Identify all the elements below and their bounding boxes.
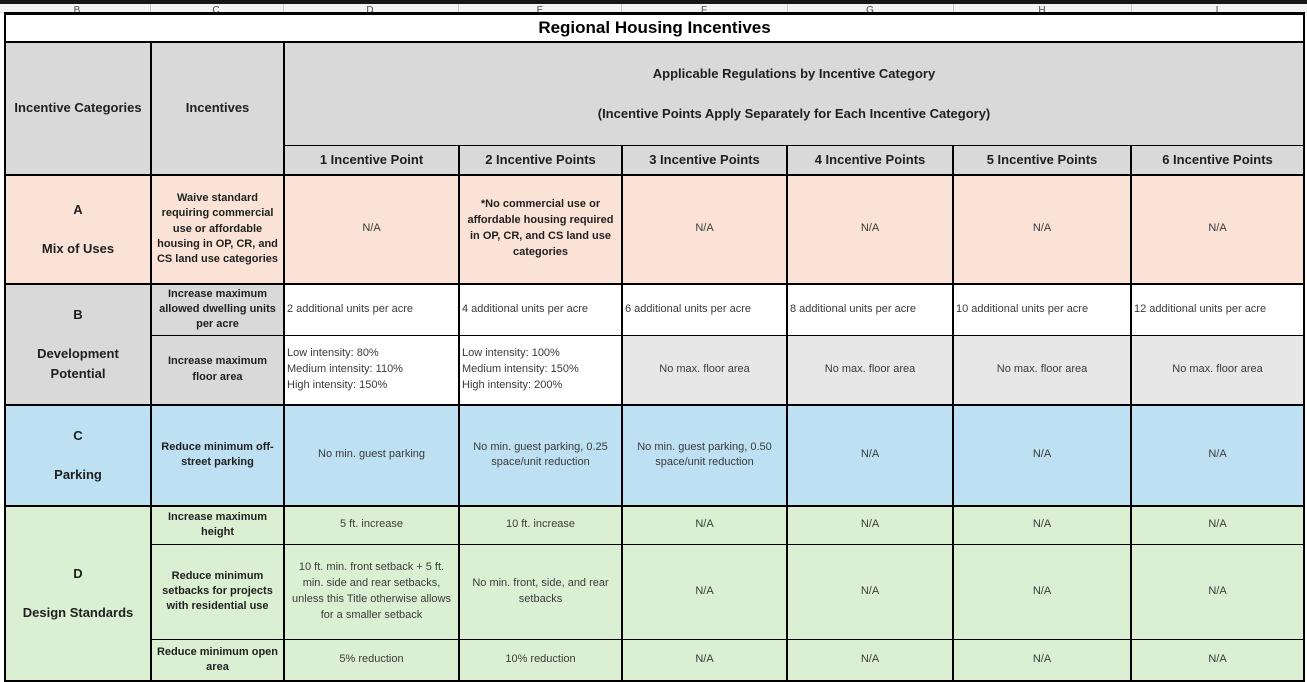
header-5-incentive-points[interactable]: 5 Incentive Points (952, 145, 1132, 176)
cell-b2-2pt[interactable]: Low intensity: 100% Medium intensity: 15… (458, 334, 623, 406)
category-name: Design Standards (22, 605, 134, 621)
cell-d2-3pt[interactable]: N/A (621, 543, 788, 640)
cell-b1-5pt[interactable]: 10 additional units per acre (952, 282, 1132, 336)
column-divider (953, 4, 954, 12)
cell-b2-5pt[interactable]: No max. floor area (952, 334, 1132, 406)
cell-a-6pt[interactable]: N/A (1130, 173, 1305, 285)
incentive-label[interactable]: Increase maximum height (150, 505, 285, 545)
cell-b1-3pt[interactable]: 6 additional units per acre (621, 282, 788, 336)
cell-b1-1pt[interactable]: 2 additional units per acre (283, 282, 460, 336)
category-letter: C (73, 428, 83, 444)
column-divider (621, 4, 622, 12)
sheet-column-letter[interactable]: B (73, 5, 81, 13)
cell-d3-1pt[interactable]: 5% reduction (283, 638, 460, 682)
header-1-incentive-point[interactable]: 1 Incentive Point (283, 145, 460, 176)
sheet-column-letter[interactable]: D (366, 5, 374, 13)
applicable-regulations-line2: (Incentive Points Apply Separately for E… (597, 105, 991, 121)
category-letter: A (73, 201, 83, 217)
cell-c-1pt[interactable]: No min. guest parking (283, 403, 460, 507)
category-a-label[interactable]: A Mix of Uses (4, 173, 152, 285)
cell-d2-2pt[interactable]: No min. front, side, and rear setbacks (458, 543, 623, 640)
header-2-incentive-points[interactable]: 2 Incentive Points (458, 145, 623, 176)
column-divider (283, 4, 284, 12)
cell-d1-2pt[interactable]: 10 ft. increase (458, 505, 623, 545)
cell-c-5pt[interactable]: N/A (952, 403, 1132, 507)
cell-b1-6pt[interactable]: 12 additional units per acre (1130, 282, 1305, 336)
category-name: Development Potential (37, 346, 119, 381)
cell-a-1pt[interactable]: N/A (283, 173, 460, 285)
category-d-label[interactable]: D Design Standards (4, 505, 152, 682)
column-divider (150, 4, 151, 12)
header-6-incentive-points[interactable]: 6 Incentive Points (1130, 145, 1305, 176)
category-letter: B (73, 307, 83, 323)
header-incentive-categories[interactable]: Incentive Categories (4, 40, 152, 176)
cell-d1-5pt[interactable]: N/A (952, 505, 1132, 545)
header-incentives[interactable]: Incentives (150, 40, 285, 176)
applicable-regulations-line1: Applicable Regulations by Incentive Cate… (652, 65, 936, 81)
incentive-label[interactable]: Reduce minimum setbacks for projects wit… (150, 543, 285, 640)
cell-d2-1pt[interactable]: 10 ft. min. front setback + 5 ft. min. s… (283, 543, 460, 640)
category-c-label[interactable]: C Parking (4, 403, 152, 507)
category-letter: D (73, 566, 83, 582)
sheet-column-letter[interactable]: E (536, 5, 544, 13)
cell-d2-6pt[interactable]: N/A (1130, 543, 1305, 640)
sheet-column-letter[interactable]: F (700, 5, 708, 13)
cell-d3-6pt[interactable]: N/A (1130, 638, 1305, 682)
column-divider (787, 4, 788, 12)
cell-a-2pt[interactable]: *No commercial use or affordable housing… (458, 173, 623, 285)
header-applicable-regulations[interactable]: Applicable Regulations by Incentive Cate… (283, 40, 1305, 147)
table-title[interactable]: Regional Housing Incentives (4, 12, 1305, 43)
cell-d3-5pt[interactable]: N/A (952, 638, 1132, 682)
column-divider (1131, 4, 1132, 12)
sheet-column-letter[interactable]: I (1215, 5, 1219, 13)
incentives-table: Regional Housing Incentives Incentive Ca… (4, 12, 1305, 682)
sheet-column-letter[interactable]: G (866, 5, 874, 13)
incentive-label[interactable]: Increase maximum allowed dwelling units … (150, 282, 285, 336)
cell-c-3pt[interactable]: No min. guest parking, 0.50 space/unit r… (621, 403, 788, 507)
header-4-incentive-points[interactable]: 4 Incentive Points (786, 145, 954, 176)
category-name: Mix of Uses (41, 240, 115, 256)
cell-d1-6pt[interactable]: N/A (1130, 505, 1305, 545)
column-divider (458, 4, 459, 12)
cell-a-3pt[interactable]: N/A (621, 173, 788, 285)
cell-d2-5pt[interactable]: N/A (952, 543, 1132, 640)
cell-b2-3pt[interactable]: No max. floor area (621, 334, 788, 406)
cell-d1-1pt[interactable]: 5 ft. increase (283, 505, 460, 545)
incentive-label[interactable]: Reduce minimum open area (150, 638, 285, 682)
sheet-column-letter[interactable]: C (212, 5, 220, 13)
sheet-column-letter[interactable]: H (1038, 5, 1046, 13)
incentive-label[interactable]: Waive standard requiring commercial use … (150, 173, 285, 285)
cell-d1-4pt[interactable]: N/A (786, 505, 954, 545)
cell-d2-4pt[interactable]: N/A (786, 543, 954, 640)
cell-d3-4pt[interactable]: N/A (786, 638, 954, 682)
incentive-label[interactable]: Increase maximum floor area (150, 334, 285, 406)
cell-d3-3pt[interactable]: N/A (621, 638, 788, 682)
category-b-label[interactable]: B Development Potential (4, 282, 152, 406)
cell-a-5pt[interactable]: N/A (952, 173, 1132, 285)
cell-b2-6pt[interactable]: No max. floor area (1130, 334, 1305, 406)
header-3-incentive-points[interactable]: 3 Incentive Points (621, 145, 788, 176)
cell-b1-2pt[interactable]: 4 additional units per acre (458, 282, 623, 336)
cell-c-6pt[interactable]: N/A (1130, 403, 1305, 507)
window-top-bar (0, 0, 1307, 4)
cell-d3-2pt[interactable]: 10% reduction (458, 638, 623, 682)
cell-c-2pt[interactable]: No min. guest parking, 0.25 space/unit r… (458, 403, 623, 507)
incentive-label[interactable]: Reduce minimum off-street parking (150, 403, 285, 507)
cell-b2-1pt[interactable]: Low intensity: 80% Medium intensity: 110… (283, 334, 460, 406)
cell-d1-3pt[interactable]: N/A (621, 505, 788, 545)
cell-b1-4pt[interactable]: 8 additional units per acre (786, 282, 954, 336)
cell-a-4pt[interactable]: N/A (786, 173, 954, 285)
cell-b2-4pt[interactable]: No max. floor area (786, 334, 954, 406)
category-name: Parking (54, 467, 102, 483)
cell-c-4pt[interactable]: N/A (786, 403, 954, 507)
